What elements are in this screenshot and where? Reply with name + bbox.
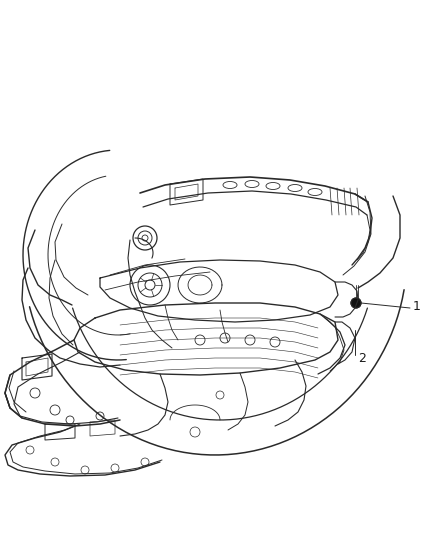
Text: 1: 1: [413, 301, 421, 313]
Circle shape: [351, 298, 361, 308]
Text: 2: 2: [358, 351, 366, 365]
